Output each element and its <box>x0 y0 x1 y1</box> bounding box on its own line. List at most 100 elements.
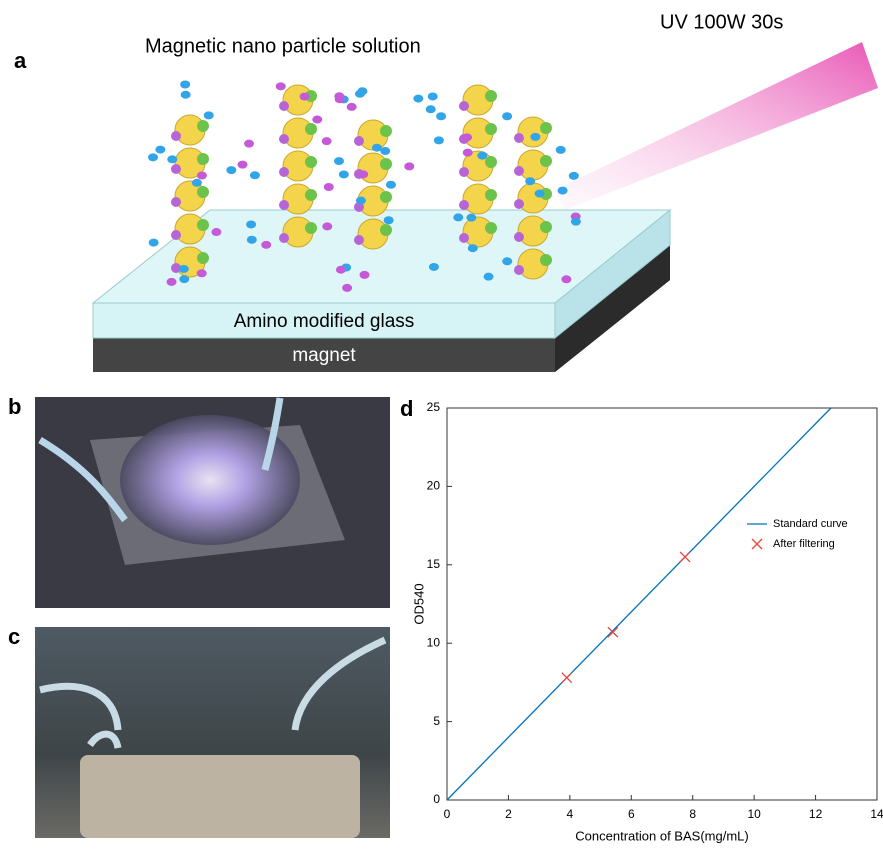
ligand <box>459 233 469 243</box>
ligand <box>459 101 469 111</box>
molecule <box>372 144 382 152</box>
ligand <box>171 164 181 174</box>
ligand <box>279 200 289 210</box>
molecule <box>434 136 444 144</box>
molecule <box>384 216 394 224</box>
panel-label: d <box>400 396 413 421</box>
ligand <box>459 167 469 177</box>
molecule <box>502 257 512 265</box>
x-tick-label: 0 <box>444 807 451 821</box>
x-tick-label: 12 <box>809 807 823 821</box>
y-tick-label: 5 <box>433 714 440 728</box>
ligand <box>279 134 289 144</box>
molecule <box>334 157 344 165</box>
molecule <box>180 81 190 89</box>
ligand <box>514 265 524 275</box>
molecule <box>342 284 352 292</box>
molecule <box>192 179 202 187</box>
molecule <box>347 103 357 111</box>
molecule <box>561 275 571 283</box>
molecule <box>211 228 221 236</box>
molecule <box>404 162 414 170</box>
y-tick-label: 20 <box>427 479 441 493</box>
molecule <box>149 239 159 247</box>
ligand <box>197 153 209 165</box>
ligand <box>354 136 364 146</box>
magnet-label: magnet <box>292 345 356 366</box>
ligand <box>305 156 317 168</box>
uv-beam <box>555 42 878 210</box>
molecule <box>386 181 396 189</box>
molecule <box>462 133 472 141</box>
molecule <box>197 172 207 180</box>
ligand <box>485 90 497 102</box>
molecule <box>525 177 535 185</box>
x-tick-label: 2 <box>505 807 512 821</box>
ligand <box>485 222 497 234</box>
molecule <box>197 269 207 277</box>
ligand <box>485 123 497 135</box>
molecule <box>428 92 438 100</box>
molecule <box>300 93 310 101</box>
ligand <box>197 186 209 198</box>
molecule <box>322 137 332 145</box>
molecule <box>477 152 487 160</box>
panel-label: b <box>8 394 21 419</box>
molecule <box>250 171 260 179</box>
molecule <box>167 278 177 286</box>
molecule <box>312 116 322 124</box>
ligand <box>305 222 317 234</box>
ligand <box>197 252 209 264</box>
solution-label: Magnetic nano particle solution <box>145 35 421 57</box>
legend-label: After filtering <box>773 538 835 550</box>
molecule <box>466 214 476 222</box>
x-axis-label: Concentration of BAS(mg/mL) <box>575 828 748 843</box>
molecule <box>167 155 177 163</box>
molecule <box>247 236 257 244</box>
ligand <box>171 230 181 240</box>
molecule <box>502 112 512 120</box>
molecule <box>463 149 473 157</box>
ligand <box>354 235 364 245</box>
ligand <box>485 189 497 201</box>
panel-label: c <box>8 624 20 649</box>
ligand <box>197 120 209 132</box>
y-tick-label: 25 <box>427 400 441 414</box>
y-axis-label: OD540 <box>411 583 426 624</box>
ligand <box>540 221 552 233</box>
legend-label: Standard curve <box>773 518 848 530</box>
ligand <box>305 123 317 135</box>
molecule <box>356 197 366 205</box>
molecule <box>238 161 248 169</box>
ligand <box>380 224 392 236</box>
molecule <box>181 91 191 99</box>
glass-label: Amino modified glass <box>234 311 415 332</box>
molecule <box>261 241 271 249</box>
ligand <box>279 101 289 111</box>
ligand <box>540 122 552 134</box>
molecule <box>336 266 346 274</box>
ligand <box>514 199 524 209</box>
ligand <box>514 133 524 143</box>
ligand <box>540 155 552 167</box>
ligand <box>459 200 469 210</box>
ligand <box>279 233 289 243</box>
x-tick-label: 14 <box>870 807 883 821</box>
y-tick-label: 10 <box>427 635 441 649</box>
ligand <box>279 167 289 177</box>
molecule <box>530 133 540 141</box>
ligand <box>380 158 392 170</box>
molecule <box>426 105 436 113</box>
molecule <box>558 187 568 195</box>
y-tick-label: 0 <box>433 792 440 806</box>
molecule <box>179 275 189 283</box>
ligand <box>171 131 181 141</box>
molecule <box>484 273 494 281</box>
molecule <box>569 172 579 180</box>
molecule <box>179 265 189 273</box>
molecule <box>334 92 344 100</box>
molecule <box>226 166 236 174</box>
molecule <box>322 222 332 230</box>
uv-label: UV 100W 30s <box>660 11 783 33</box>
x-tick-label: 10 <box>747 807 761 821</box>
